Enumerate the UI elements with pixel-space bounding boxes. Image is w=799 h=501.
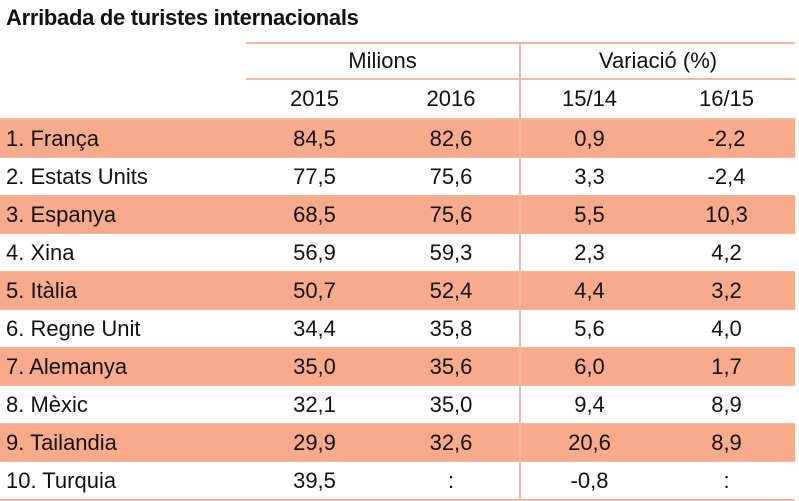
value-cell: 59,3	[383, 233, 521, 272]
table-row: 1. França 84,5 82,6 0,9 -2,2	[0, 119, 795, 158]
group-header-variation: Variació (%)	[520, 42, 795, 80]
country-cell: 6. Regne Unit	[6, 315, 141, 341]
table-row: 9. Tailandia 29,9 32,6 20,6 8,9	[0, 423, 795, 462]
value-cell: :	[383, 461, 521, 501]
value-cell: 6,0	[520, 347, 658, 386]
value-cell: 5,6	[574, 315, 605, 341]
table-row: 3. Espanya 68,5 75,6 5,5 10,3	[0, 195, 795, 234]
value-cell: 75,6	[383, 195, 521, 234]
country-cell: 3. Espanya	[0, 195, 246, 234]
column-header: 2015	[246, 79, 383, 120]
value-cell: 35,8	[383, 309, 521, 348]
value-cell: 77,5	[293, 163, 336, 189]
country-cell: 7. Alemanya	[0, 347, 246, 386]
value-cell: 34,4	[293, 315, 336, 341]
table-row: 5. Itàlia 50,7 52,4 4,4 3,2	[0, 271, 795, 310]
value-cell: 20,6	[520, 423, 658, 462]
value-cell: 4,4	[520, 271, 658, 310]
value-cell: 3,3	[574, 163, 605, 189]
column-header: 16/15	[658, 79, 795, 120]
value-cell: 32,1	[293, 391, 336, 417]
value-cell: 4,2	[711, 239, 742, 265]
tourism-table: Milions Variació (%) 2015 2016 15/14 16/…	[0, 42, 795, 501]
value-cell: 84,5	[246, 119, 383, 158]
country-cell: 10. Turquia	[0, 461, 246, 501]
value-cell: 0,9	[520, 119, 658, 158]
table-row: 10. Turquia 39,5: -0,8:	[0, 461, 795, 501]
value-cell: -2,4	[707, 163, 746, 189]
column-header: 2016	[383, 79, 521, 120]
country-cell: 4. Xina	[6, 239, 75, 265]
country-cell: 1. França	[0, 119, 246, 158]
table-row: 8. Mèxic 32,1 35,0 9,4 8,9	[0, 385, 795, 424]
country-cell: 5. Itàlia	[0, 271, 246, 310]
group-header-millions: Milions	[246, 42, 521, 80]
table-row: 2. Estats Units 77,5 75,6 3,3 -2,4	[0, 157, 795, 196]
column-header-row: 2015 2016 15/14 16/15	[0, 79, 795, 120]
value-cell: 3,2	[658, 271, 795, 310]
value-cell: 1,7	[658, 347, 795, 386]
value-cell: 32,6	[383, 423, 521, 462]
value-cell: 2,3	[574, 239, 605, 265]
table-row: 6. Regne Unit 34,4 35,8 5,6 4,0	[0, 309, 795, 348]
value-cell: 8,9	[658, 423, 795, 462]
country-cell: 2. Estats Units	[6, 163, 148, 189]
value-cell: 9,4	[574, 391, 605, 417]
value-cell: 35,0	[383, 385, 521, 424]
value-cell: 8,9	[711, 391, 742, 417]
value-cell: 5,5	[520, 195, 658, 234]
table-row: 4. Xina 56,9 59,3 2,3 4,2	[0, 233, 795, 272]
value-cell: -2,2	[658, 119, 795, 158]
table-title: Arribada de turistes internacionals	[6, 5, 359, 30]
value-cell: 52,4	[383, 271, 521, 310]
value-cell: 56,9	[293, 239, 336, 265]
value-cell: 4,0	[711, 315, 742, 341]
value-cell: 29,9	[246, 423, 383, 462]
value-cell: 35,0	[246, 347, 383, 386]
table-body: 1. França 84,5 82,6 0,9 -2,2 2. Estats Units 7…	[0, 119, 795, 501]
group-header-row: Milions Variació (%)	[0, 42, 795, 80]
country-cell: 8. Mèxic	[6, 391, 88, 417]
value-cell: 50,7	[246, 271, 383, 310]
value-cell: 35,6	[383, 347, 521, 386]
value-cell: 10,3	[658, 195, 795, 234]
country-cell: 9. Tailandia	[0, 423, 246, 462]
value-cell: -0,8	[520, 461, 658, 501]
column-header: 15/14	[520, 79, 658, 120]
value-cell: :	[658, 461, 795, 501]
value-cell: 39,5	[246, 461, 383, 501]
corner-cell-2	[0, 79, 246, 120]
corner-cell	[0, 43, 246, 79]
table-row: 7. Alemanya 35,0 35,6 6,0 1,7	[0, 347, 795, 386]
value-cell: 82,6	[383, 119, 521, 158]
value-cell: 68,5	[246, 195, 383, 234]
value-cell: 75,6	[383, 157, 521, 196]
